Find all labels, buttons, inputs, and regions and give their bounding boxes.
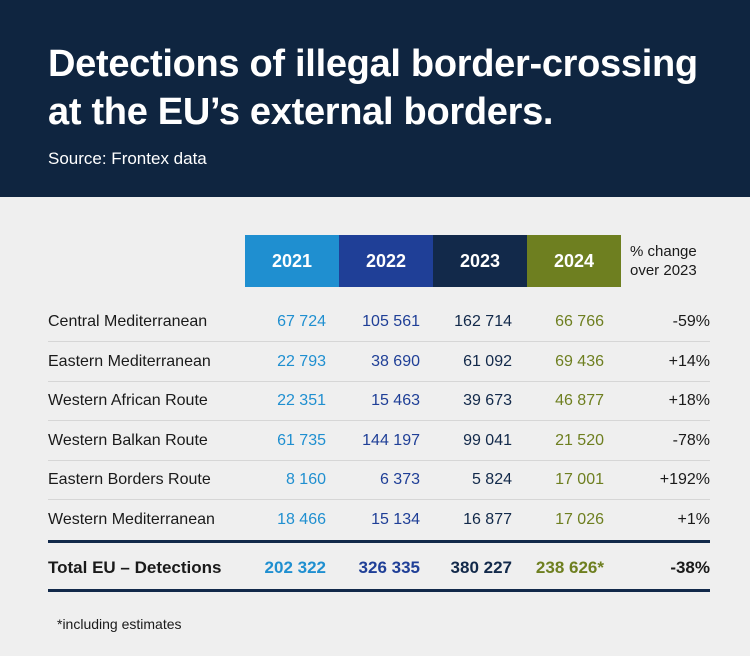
row-divider [48, 380, 710, 382]
year-header-2022: 2022 [339, 235, 433, 287]
year-header-2023: 2023 [433, 235, 527, 287]
route-label: Western Balkan Route [48, 431, 208, 449]
table-row: Western Balkan Route 61 735 144 197 99 041 2… [48, 421, 710, 461]
cell-2023: 5 824 [471, 471, 512, 488]
cell-2023: 39 673 [463, 392, 512, 409]
cell-2024: 46 877 [555, 392, 604, 409]
cell-2024: 69 436 [555, 352, 604, 370]
cell-2021: 67 724 [277, 313, 326, 330]
table-row: Central Mediterranean 67 724 105 561 162 71… [48, 302, 710, 342]
year-header-2021: 2021 [245, 235, 339, 287]
page-title: Detections of illegal border-crossing at… [48, 40, 738, 136]
total-cell-2022: 326 335 [358, 558, 420, 577]
total-row: Total EU – Detections 202 322 326 335 38… [48, 548, 710, 588]
cell-2023: 61 092 [463, 352, 512, 370]
cell-2022: 38 690 [371, 352, 420, 370]
cell-2022: 105 561 [362, 313, 420, 330]
route-label: Eastern Mediterranean [48, 352, 211, 370]
total-bottom-rule [48, 589, 710, 592]
row-divider [48, 459, 710, 461]
total-cell-change: -38% [670, 558, 710, 577]
cell-2023: 99 041 [463, 431, 512, 449]
table-row: Eastern Borders Route 8 160 6 373 5 824 17 0… [48, 460, 710, 500]
route-label: Eastern Borders Route [48, 471, 211, 488]
total-label: Total EU – Detections [48, 558, 222, 577]
total-top-rule [48, 540, 710, 543]
cell-2022: 6 373 [379, 471, 420, 488]
cell-2021: 22 793 [277, 352, 326, 370]
header-banner: Detections of illegal border-crossing at… [0, 0, 750, 197]
row-divider [48, 420, 710, 421]
title-line-1: Detections of illegal border-crossing [48, 43, 698, 85]
cell-2022: 15 134 [371, 510, 420, 528]
table-row: Western African Route 22 351 15 463 39 673 4… [48, 381, 710, 421]
row-divider [48, 341, 710, 342]
year-header-2024: 2024 [527, 235, 621, 287]
title-line-2: at the EU’s external borders. [48, 91, 554, 133]
cell-2022: 15 463 [371, 392, 420, 409]
cell-change: -78% [672, 431, 710, 449]
cell-2021: 61 735 [277, 431, 326, 449]
row-divider [48, 499, 710, 500]
table-row: Western Mediterranean 18 466 15 134 16 877 1… [48, 500, 710, 540]
route-label: Western African Route [48, 392, 208, 409]
cell-2024: 17 001 [555, 471, 604, 488]
route-label: Central Mediterranean [48, 313, 208, 330]
table-row: Eastern Mediterranean 22 793 38 690 61 092 6… [48, 342, 710, 382]
change-header: % change over 2023 [630, 242, 740, 280]
cell-change: +192% [659, 471, 710, 488]
cell-2023: 16 877 [463, 510, 512, 528]
cell-2021: 18 466 [277, 510, 326, 528]
cell-change: +18% [668, 392, 710, 409]
total-cell-2024: 238 626* [535, 558, 604, 577]
cell-change: -59% [672, 313, 710, 330]
cell-2021: 8 160 [285, 471, 326, 488]
cell-change: +14% [668, 352, 710, 370]
change-header-line-2: over 2023 [630, 262, 697, 279]
cell-2021: 22 351 [277, 392, 326, 409]
cell-2023: 162 714 [454, 313, 512, 330]
footnote: *including estimates [57, 616, 182, 632]
cell-2022: 144 197 [362, 431, 420, 449]
cell-change: +1% [677, 510, 710, 528]
route-label: Western Mediterranean [48, 510, 215, 528]
cell-2024: 21 520 [555, 431, 604, 449]
total-cell-2023: 380 227 [450, 558, 512, 577]
source-note: Source: Frontex data [48, 149, 207, 168]
total-cell-2021: 202 322 [264, 558, 326, 577]
cell-2024: 17 026 [555, 510, 604, 528]
change-header-line-1: % change [630, 243, 697, 260]
cell-2024: 66 766 [555, 313, 604, 330]
